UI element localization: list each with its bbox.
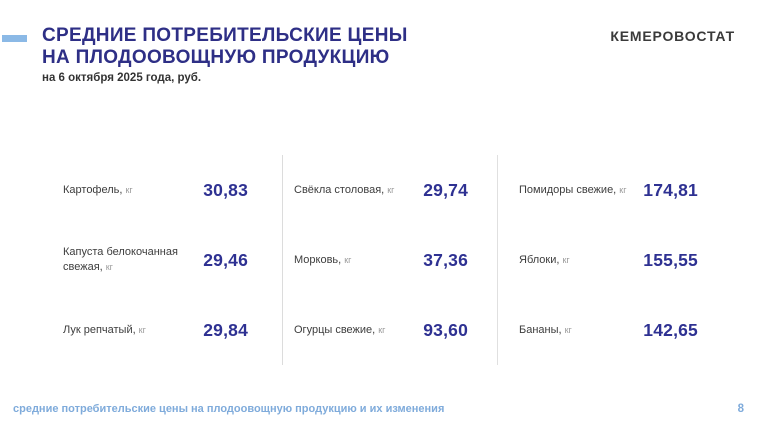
price-row: Помидоры свежие, кг 174,81: [519, 155, 698, 225]
price-row: Лук репчатый, кг 29,84: [63, 295, 248, 365]
price-row: Свёкла столовая, кг 29,74: [294, 155, 468, 225]
product-label: Помидоры свежие, кг: [519, 183, 626, 198]
price-value: 29,46: [203, 249, 248, 270]
price-value: 142,65: [643, 319, 698, 340]
product-label: Огурцы свежие, кг: [294, 323, 385, 338]
price-value: 174,81: [643, 179, 698, 200]
product-name: Морковь,: [294, 253, 342, 266]
title-block: СРЕДНИЕ ПОТРЕБИТЕЛЬСКИЕ ЦЕНЫ НА ПЛОДООВО…: [42, 25, 408, 84]
page-number: 8: [737, 403, 744, 415]
price-value: 155,55: [643, 249, 698, 270]
product-label: Картофель, кг: [63, 183, 133, 198]
price-column-1: Картофель, кг 30,83 Капуста белокочанная …: [40, 155, 282, 365]
price-column-2: Свёкла столовая, кг 29,74 Морковь, кг 37,3…: [282, 155, 497, 365]
product-name: Капуста белокочанная свежая,: [63, 246, 178, 273]
product-label: Морковь, кг: [294, 253, 351, 268]
price-row: Капуста белокочанная свежая, кг 29,46: [63, 225, 248, 295]
unit-label: кг: [619, 184, 627, 195]
price-value: 29,84: [203, 319, 248, 340]
price-value: 29,74: [423, 179, 468, 200]
unit-label: кг: [564, 324, 572, 335]
page-title-line2: НА ПЛОДООВОЩНУЮ ПРОДУКЦИЮ: [42, 47, 390, 68]
product-label: Лук репчатый, кг: [63, 323, 146, 338]
unit-label: кг: [125, 184, 133, 195]
product-name: Лук репчатый,: [63, 323, 136, 336]
product-name: Яблоки,: [519, 253, 560, 266]
product-name: Огурцы свежие,: [294, 323, 376, 336]
footer-caption: средние потребительские цены на плодоово…: [13, 403, 445, 415]
product-name: Помидоры свежие,: [519, 183, 617, 196]
price-value: 37,36: [423, 249, 468, 270]
accent-bar: [2, 35, 27, 42]
brand-logo: КЕМЕРОВОСТАТ: [610, 28, 735, 44]
page-subtitle: на 6 октября 2025 года, руб.: [42, 72, 202, 84]
product-name: Картофель,: [63, 183, 123, 196]
price-value: 30,83: [203, 179, 248, 200]
product-name: Свёкла столовая,: [294, 183, 385, 196]
product-label: Свёкла столовая, кг: [294, 183, 394, 198]
unit-label: кг: [344, 254, 352, 265]
price-row: Морковь, кг 37,36: [294, 225, 468, 295]
product-name: Бананы,: [519, 323, 562, 336]
price-row: Яблоки, кг 155,55: [519, 225, 698, 295]
price-row: Бананы, кг 142,65: [519, 295, 698, 365]
unit-label: кг: [105, 262, 113, 272]
product-label: Бананы, кг: [519, 323, 572, 338]
price-column-3: Помидоры свежие, кг 174,81 Яблоки, кг 155,…: [497, 155, 745, 365]
price-value: 93,60: [423, 319, 468, 340]
product-label: Яблоки, кг: [519, 253, 570, 268]
product-label: Капуста белокочанная свежая, кг: [63, 245, 195, 275]
unit-label: кг: [562, 254, 570, 265]
unit-label: кг: [387, 184, 395, 195]
unit-label: кг: [138, 324, 146, 335]
price-row: Картофель, кг 30,83: [63, 155, 248, 225]
price-grid: Картофель, кг 30,83 Капуста белокочанная …: [40, 155, 745, 365]
page-title-line1: СРЕДНИЕ ПОТРЕБИТЕЛЬСКИЕ ЦЕНЫ: [42, 25, 408, 46]
unit-label: кг: [378, 324, 386, 335]
price-row: Огурцы свежие, кг 93,60: [294, 295, 468, 365]
